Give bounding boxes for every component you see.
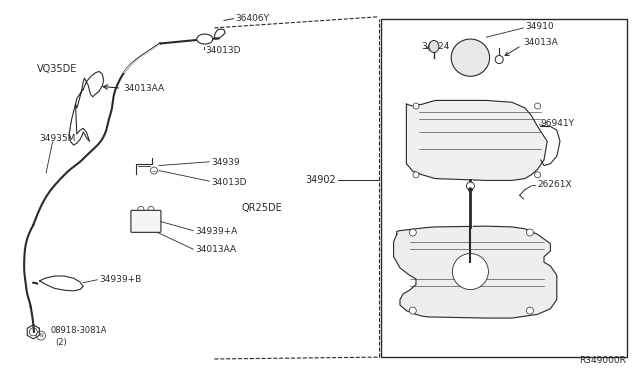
Text: 36406Y: 36406Y <box>235 14 269 23</box>
Text: 34013AA: 34013AA <box>124 84 164 93</box>
Text: 34013A: 34013A <box>524 38 558 47</box>
Text: 34939+A: 34939+A <box>195 227 237 236</box>
Polygon shape <box>394 226 557 318</box>
Text: 34013D: 34013D <box>211 178 246 187</box>
Ellipse shape <box>429 41 439 52</box>
Circle shape <box>410 307 416 314</box>
Text: VQ35DE: VQ35DE <box>36 64 77 74</box>
Circle shape <box>468 188 472 192</box>
Text: 34013D: 34013D <box>205 46 240 55</box>
Ellipse shape <box>451 39 490 76</box>
Circle shape <box>452 254 488 289</box>
Text: 96941Y: 96941Y <box>541 119 575 128</box>
Circle shape <box>150 167 157 174</box>
Circle shape <box>534 103 541 109</box>
Circle shape <box>534 172 541 178</box>
Circle shape <box>413 172 419 178</box>
Bar <box>381 19 627 357</box>
Text: 34013AA: 34013AA <box>195 246 236 254</box>
Text: (2): (2) <box>56 338 67 347</box>
Text: 34910: 34910 <box>525 22 554 31</box>
Circle shape <box>527 307 533 314</box>
Text: QR25DE: QR25DE <box>242 203 283 213</box>
Circle shape <box>410 229 416 236</box>
Text: 26261X: 26261X <box>538 180 572 189</box>
Circle shape <box>36 331 45 340</box>
Text: 34902: 34902 <box>305 176 336 185</box>
Circle shape <box>413 103 419 109</box>
Circle shape <box>29 328 37 336</box>
Text: 34924: 34924 <box>421 42 449 51</box>
Ellipse shape <box>197 34 212 44</box>
Circle shape <box>531 182 536 187</box>
Circle shape <box>495 55 503 64</box>
Text: 34935M: 34935M <box>40 134 76 143</box>
Circle shape <box>467 182 474 190</box>
Text: R349000R: R349000R <box>579 356 626 365</box>
Circle shape <box>138 206 144 212</box>
Text: 34939: 34939 <box>211 158 240 167</box>
Text: 34939+B: 34939+B <box>99 275 141 284</box>
FancyBboxPatch shape <box>131 210 161 232</box>
Text: 08918-3081A: 08918-3081A <box>51 326 107 335</box>
Polygon shape <box>406 100 547 180</box>
Circle shape <box>527 229 533 236</box>
Circle shape <box>148 206 154 212</box>
Text: N: N <box>39 333 43 338</box>
